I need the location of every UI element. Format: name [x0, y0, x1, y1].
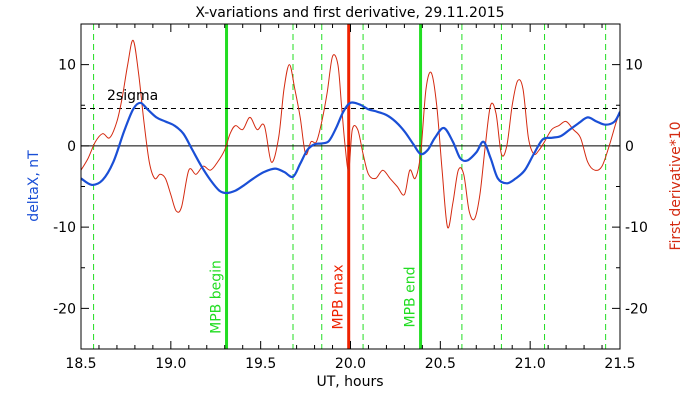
x-tick-label-5: 21.0 [515, 356, 546, 372]
vertical-lines-group [93, 24, 607, 349]
y-axis-label-right: First derivative*10 [668, 121, 684, 250]
deltax-line [81, 101, 620, 195]
x-axis-label: UT, hours [316, 374, 383, 390]
axes-group: 18.5 19.0 19.5 20.0 20.5 21.0 21.5 -20 -10 0 10 -20… [53, 23, 648, 372]
marker-label-1: MPB max [331, 264, 347, 329]
x-tick-label-1: 19.0 [155, 356, 186, 372]
x-tick-label-2: 19.5 [245, 356, 276, 372]
x-tick-label-0: 18.5 [65, 356, 96, 372]
y-tick-label-right-0: -20 [625, 301, 648, 317]
marker-label-2: MPB end [403, 267, 419, 328]
marker-labels-group: MPB begin MPB max MPB end [209, 260, 419, 334]
y-tick-label-right-3: 10 [625, 58, 643, 74]
series-group [81, 39, 620, 229]
plot-frame [80, 23, 621, 350]
y-tick-label-left-3: 10 [58, 58, 76, 74]
y-tick-label-right-1: -10 [625, 220, 648, 236]
threshold-label: 2sigma [107, 88, 158, 104]
y-axis-label-left: deltaX, nT [26, 150, 42, 222]
derivative-line [81, 39, 620, 229]
chart-title: X-variations and first derivative, 29.11… [195, 5, 504, 21]
y-tick-label-right-2: 0 [625, 139, 634, 155]
x-tick-label-6: 21.5 [604, 356, 635, 372]
y-tick-label-left-2: 0 [67, 139, 76, 155]
y-tick-label-left-0: -20 [53, 301, 76, 317]
reference-lines-group [81, 108, 620, 147]
y-tick-label-left-1: -10 [53, 220, 76, 236]
x-tick-label-3: 20.0 [335, 356, 366, 372]
marker-label-0: MPB begin [209, 260, 225, 334]
x-tick-label-4: 20.5 [425, 356, 456, 372]
